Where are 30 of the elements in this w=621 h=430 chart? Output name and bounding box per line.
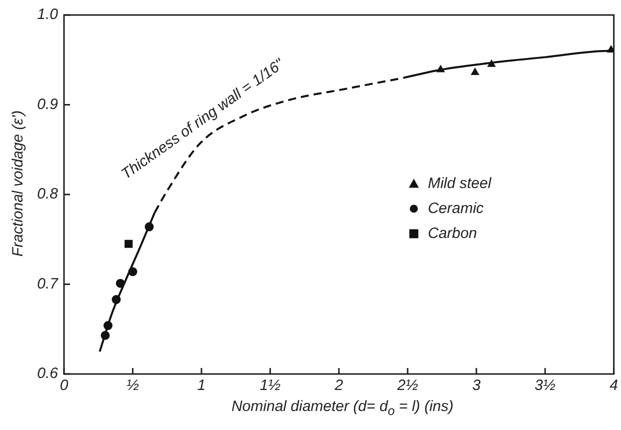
point (124, 240, 133, 248)
y-axis-title: Fractional voidage (ε') (10, 109, 26, 259)
legend-label: Carbon (428, 224, 478, 242)
x-axis-title: Nominal diameter (d= d$_{o}$ = l) (ins) (230, 398, 455, 418)
x-tick-label: 3½ (534, 377, 556, 394)
point (103, 321, 112, 330)
legend-label: Ceramic (428, 200, 484, 217)
point (144, 222, 154, 232)
y-tick-label: 0.6 (37, 365, 59, 382)
x-tick-label: 4 (610, 377, 618, 394)
point (488, 60, 496, 67)
y-tick-label: 0.9 (37, 96, 59, 113)
x-tick-label: 1½ (260, 377, 282, 394)
x-tick-label: 0 (60, 377, 69, 394)
point (128, 267, 138, 276)
y-tick-label: 0.7 (37, 275, 59, 292)
point (471, 68, 479, 75)
x-tick-label: 2½ (396, 377, 419, 394)
point (116, 278, 125, 288)
point (607, 46, 614, 53)
point (436, 65, 445, 72)
point (112, 295, 121, 304)
x-tick-label: 2 (334, 377, 344, 394)
x-tick-label: 3 (472, 377, 482, 394)
y-tick-label: 0.8 (37, 186, 59, 203)
x-tick-label: ½ (126, 377, 140, 394)
x-tick-label: 1 (197, 377, 206, 394)
point (100, 330, 110, 340)
y-tick-label: 1.0 (37, 6, 59, 24)
legend-label: Mild steel (428, 174, 492, 192)
